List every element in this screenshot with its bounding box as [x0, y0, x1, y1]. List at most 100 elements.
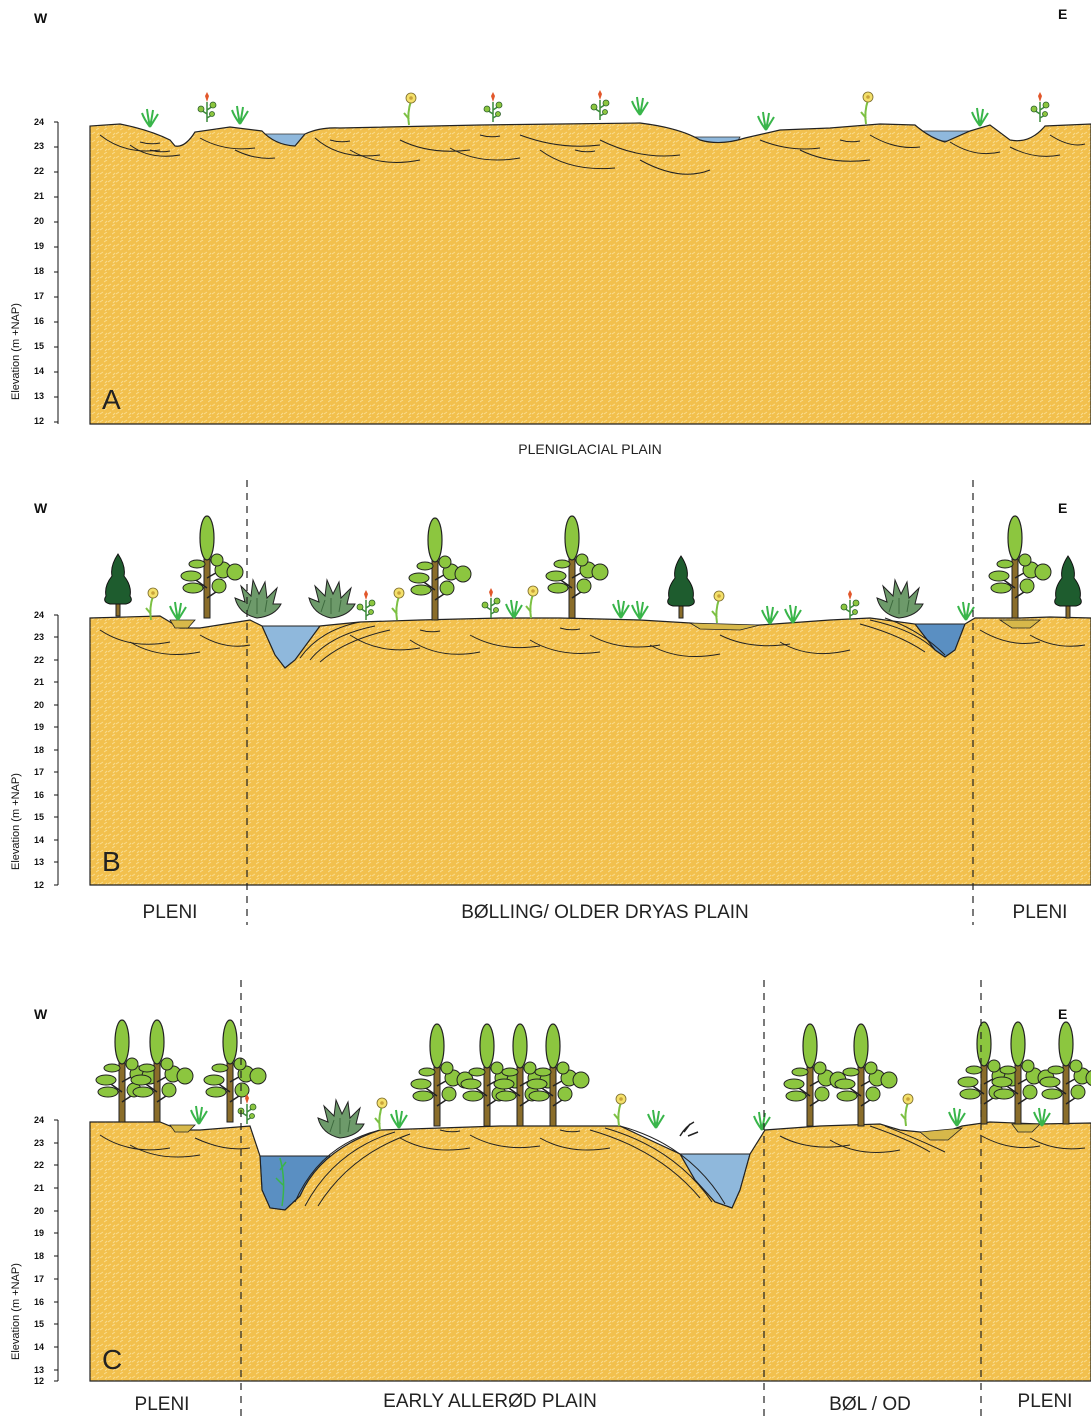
zone-label: PLENI — [134, 1394, 190, 1415]
grass-icon — [753, 1111, 771, 1131]
yellow-flower-icon — [613, 1093, 627, 1127]
y-tick: 16 — [33, 790, 44, 800]
cross-section-c — [54, 980, 1091, 1416]
panel-a: W E Elevation (m +NAP) 24 23 22 21 20 19… — [0, 0, 1091, 470]
y-tick: 16 — [33, 1297, 44, 1307]
red-flower-icon — [197, 91, 217, 123]
sand-body — [89, 122, 1091, 425]
point-bar-lines — [294, 1125, 946, 1207]
cross-bedding — [99, 627, 1086, 658]
y-tick: 12 — [33, 880, 44, 890]
conifer-icon — [104, 553, 132, 617]
y-tick: 21 — [33, 677, 44, 687]
grass-icon — [390, 1109, 408, 1129]
y-tick: 18 — [33, 266, 44, 276]
conifer-icon — [667, 555, 695, 619]
panel-b: W E Elevation (m +NAP) 24 23 22 21 20 19… — [0, 470, 1091, 940]
grass-icon — [948, 1107, 966, 1127]
tree-icon — [180, 515, 244, 619]
y-tick: 23 — [33, 1138, 44, 1148]
y-tick: 14 — [33, 1342, 44, 1352]
yellow-flower-icon — [403, 92, 417, 126]
y-tick: 18 — [33, 1251, 44, 1261]
yellow-flower-icon — [860, 91, 874, 125]
cross-bedding — [99, 1129, 1086, 1158]
y-tick: 14 — [33, 835, 44, 845]
y-tick: 19 — [33, 241, 44, 251]
shrub-icon — [234, 579, 282, 619]
red-flower-icon — [1030, 91, 1050, 123]
east-label: E — [1058, 1006, 1068, 1022]
y-tick: 24 — [33, 1115, 44, 1125]
y-tick: 17 — [33, 291, 44, 301]
shrub-icon — [317, 1099, 365, 1139]
yellow-flower-icon — [525, 585, 539, 619]
west-label: W — [34, 500, 48, 516]
tree-icon — [783, 1023, 847, 1127]
point-bar-lines — [299, 617, 946, 663]
zone-label: PLENI — [1012, 902, 1068, 923]
west-label: W — [34, 1006, 48, 1022]
zone-label: EARLY ALLERØD PLAIN — [383, 1391, 597, 1412]
grass-icon — [757, 111, 775, 131]
cross-section-b — [54, 480, 1091, 925]
red-flower-icon — [483, 91, 503, 123]
y-tick: 17 — [33, 1274, 44, 1284]
zone-label: BØL / OD — [829, 1394, 911, 1415]
panel-letter: C — [102, 1344, 123, 1375]
west-label: W — [34, 10, 48, 26]
cross-section-a — [54, 89, 1091, 425]
zone-label: BØLLING/ OLDER DRYAS PLAIN — [461, 902, 749, 923]
grass-icon — [169, 601, 187, 621]
grass-icon — [647, 1109, 665, 1129]
yellow-flower-icon — [900, 1093, 914, 1127]
y-tick: 13 — [33, 391, 44, 401]
grass-icon — [612, 599, 630, 619]
shrub-icon — [308, 579, 356, 619]
zone-label: PLENI — [1017, 1391, 1073, 1412]
yellow-flower-icon — [145, 587, 159, 621]
tree-icon — [408, 517, 472, 621]
yellow-flower-icon — [711, 590, 725, 624]
zone-label: PLENIGLACIAL PLAIN — [518, 441, 662, 457]
y-tick: 20 — [33, 700, 44, 710]
red-flower-icon — [590, 89, 610, 121]
grass-icon — [784, 604, 802, 624]
grass-icon — [190, 1105, 208, 1125]
conifer-icon — [1054, 555, 1082, 619]
grass-icon — [505, 599, 523, 619]
tree-icon — [203, 1019, 267, 1123]
tree-icon — [988, 515, 1052, 619]
seedling-icon — [679, 1121, 699, 1137]
grass-icon — [971, 107, 989, 127]
red-flower-icon — [840, 589, 860, 621]
y-tick: 22 — [33, 655, 44, 665]
tree-icon — [545, 515, 609, 619]
y-tick: 12 — [33, 1376, 44, 1386]
y-tick: 22 — [33, 1160, 44, 1170]
yellow-flower-icon — [391, 587, 405, 621]
east-label: E — [1058, 500, 1068, 516]
y-tick: 19 — [33, 1228, 44, 1238]
cross-bedding — [99, 134, 1086, 175]
y-tick: 13 — [33, 857, 44, 867]
grass-icon — [141, 108, 159, 128]
shrub-icon — [876, 579, 924, 619]
panel-letter: A — [102, 384, 121, 415]
y-tick: 14 — [33, 366, 44, 376]
east-label: E — [1058, 6, 1068, 22]
y-tick: 15 — [33, 1319, 44, 1329]
grass-icon — [761, 605, 779, 625]
grass-icon — [957, 601, 975, 621]
y-tick: 18 — [33, 745, 44, 755]
red-flower-icon — [356, 589, 376, 621]
tree-icon — [410, 1023, 474, 1127]
y-tick: 16 — [33, 316, 44, 326]
y-tick: 22 — [33, 166, 44, 176]
y-tick: 12 — [33, 416, 44, 426]
grass-icon — [631, 96, 649, 116]
y-tick: 20 — [33, 1206, 44, 1216]
grass-icon — [631, 600, 649, 620]
y-tick: 20 — [33, 216, 44, 226]
y-tick: 15 — [33, 812, 44, 822]
